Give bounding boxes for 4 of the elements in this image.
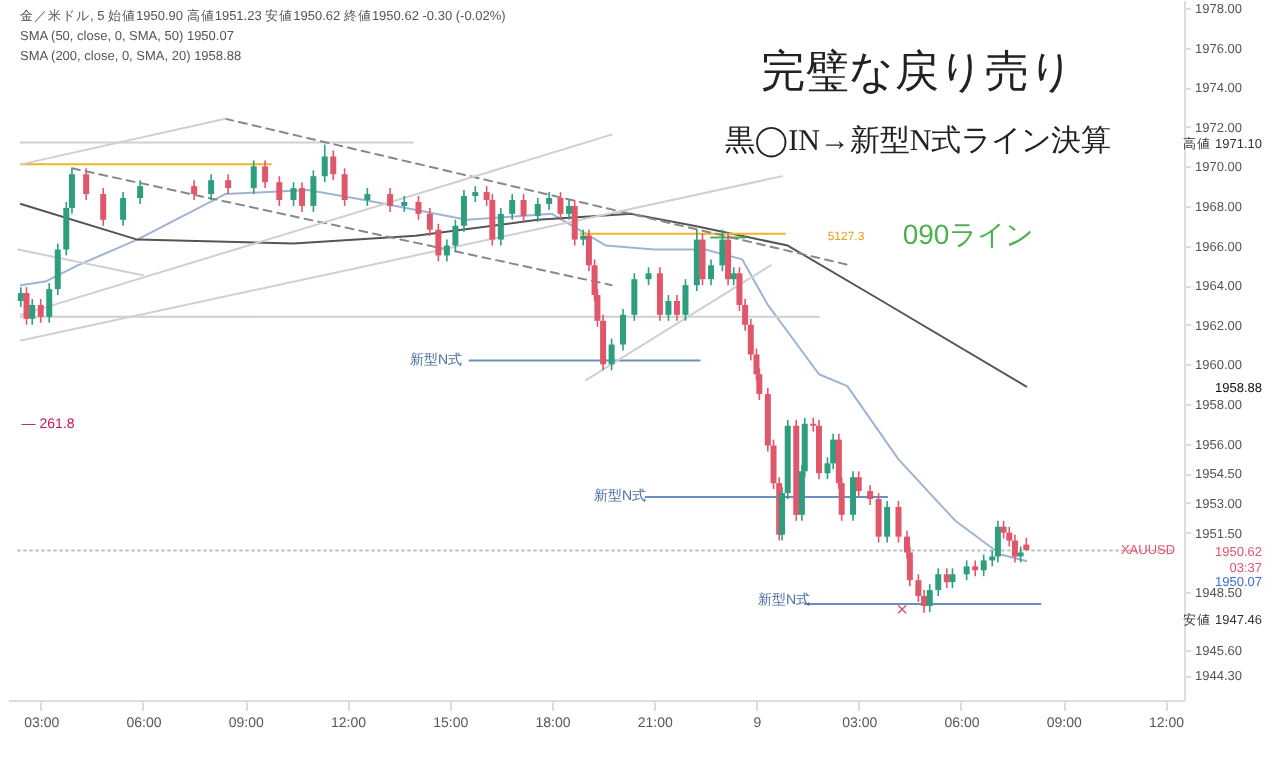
text: 黒◯IN→新型N式ライン決算 bbox=[724, 124, 1112, 158]
text: 完璧な戻り売り bbox=[761, 46, 1075, 96]
annotation: 090ライン bbox=[902, 218, 1034, 250]
annotation: × bbox=[896, 600, 909, 622]
